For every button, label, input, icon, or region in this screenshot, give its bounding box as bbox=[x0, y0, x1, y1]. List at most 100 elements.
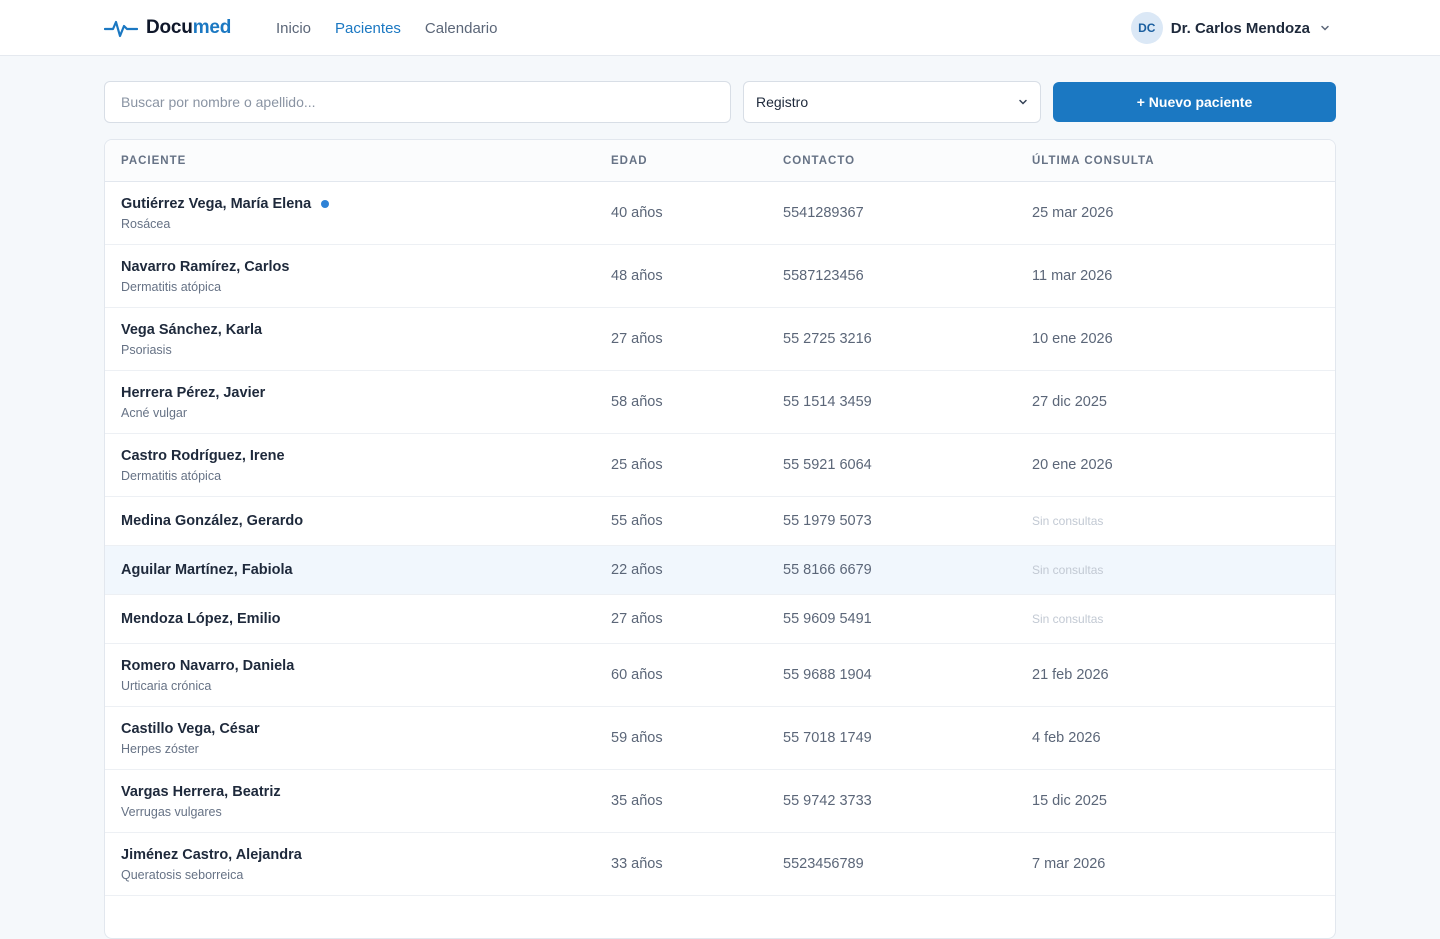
patient-cell: Mendoza López, Emilio bbox=[105, 611, 595, 627]
patient-diagnosis: Queratosis seborreica bbox=[121, 867, 244, 882]
table-row[interactable]: Romero Navarro, Daniela Urticaria crónica… bbox=[105, 644, 1335, 707]
patient-age: 35 años bbox=[611, 793, 663, 809]
patient-contact: 55 1514 3459 bbox=[783, 394, 872, 410]
patient-name: Romero Navarro, Daniela bbox=[121, 657, 295, 674]
patient-age: 60 años bbox=[611, 667, 663, 683]
nav-item-pacientes[interactable]: Pacientes bbox=[335, 19, 401, 37]
column-header-edad[interactable]: EDAD bbox=[611, 154, 648, 167]
patient-age: 40 años bbox=[611, 205, 663, 221]
patient-name: Navarro Ramírez, Carlos bbox=[121, 258, 290, 275]
patient-contact: 55 2725 3216 bbox=[783, 331, 872, 347]
sort-select-value: Registro bbox=[756, 94, 809, 110]
patient-last-visit: Sin consultas bbox=[1032, 514, 1104, 528]
patient-name-wrap: Castillo Vega, César bbox=[121, 721, 595, 737]
patient-contact: 5587123456 bbox=[783, 268, 864, 284]
patient-name-wrap: Herrera Pérez, Javier bbox=[121, 385, 595, 401]
patient-cell: Medina González, Gerardo bbox=[105, 513, 595, 529]
patient-name-wrap: Vega Sánchez, Karla bbox=[121, 322, 595, 338]
patient-last-visit: 7 mar 2026 bbox=[1032, 856, 1106, 872]
patient-cell: Navarro Ramírez, Carlos Dermatitis atópic… bbox=[105, 259, 595, 294]
patient-last-visit: 4 feb 2026 bbox=[1032, 730, 1101, 746]
table-row[interactable]: Vargas Herrera, Beatriz Verrugas vulgares… bbox=[105, 770, 1335, 833]
patient-last-visit: 27 dic 2025 bbox=[1032, 394, 1107, 410]
table-row[interactable]: Vega Sánchez, Karla Psoriasis 27 años 55 27… bbox=[105, 308, 1335, 371]
patient-diagnosis: Psoriasis bbox=[121, 342, 172, 357]
user-name: Dr. Carlos Mendoza bbox=[1170, 19, 1310, 37]
patient-name: Gutiérrez Vega, María Elena bbox=[121, 195, 312, 212]
chevron-down-icon bbox=[1019, 99, 1027, 105]
patient-last-visit: 10 ene 2026 bbox=[1032, 331, 1113, 347]
brand-name: Documed bbox=[146, 17, 232, 38]
patient-name: Jiménez Castro, Alejandra bbox=[121, 846, 302, 863]
patient-cell: Castillo Vega, César Herpes zóster bbox=[105, 721, 595, 756]
patient-contact: 5523456789 bbox=[783, 856, 864, 872]
sort-select[interactable]: Registro bbox=[743, 81, 1041, 123]
table-row[interactable]: Mendoza López, Emilio 27 años 55 9609 5491… bbox=[105, 595, 1335, 644]
patient-cell: Vargas Herrera, Beatriz Verrugas vulgares bbox=[105, 784, 595, 819]
patient-contact: 55 8166 6679 bbox=[783, 562, 872, 578]
patient-diagnosis: Herpes zóster bbox=[121, 741, 199, 756]
patient-age: 25 años bbox=[611, 457, 663, 473]
patient-last-visit: 11 mar 2026 bbox=[1032, 268, 1113, 284]
patient-name-wrap: Aguilar Martínez, Fabiola bbox=[121, 562, 595, 578]
nav-item-calendario[interactable]: Calendario bbox=[424, 19, 498, 37]
patient-age: 22 años bbox=[611, 562, 663, 578]
patient-contact: 55 1979 5073 bbox=[783, 513, 872, 529]
patient-name-wrap: Medina González, Gerardo bbox=[121, 513, 595, 529]
chevron-down-icon bbox=[1321, 25, 1329, 31]
patient-diagnosis: Acné vulgar bbox=[121, 405, 188, 420]
patient-last-visit: 15 dic 2025 bbox=[1032, 793, 1107, 809]
new-patient-button[interactable]: + Nuevo paciente bbox=[1053, 82, 1336, 122]
table-row[interactable]: Castro Rodríguez, Irene Dermatitis atópic… bbox=[105, 434, 1335, 497]
table-row[interactable]: Jiménez Castro, Alejandra Queratosis sebo… bbox=[105, 833, 1335, 896]
table-header: PACIENTE EDAD CONTACTO ÚLTIMA CONSULTA bbox=[105, 140, 1335, 182]
patient-name: Castro Rodríguez, Irene bbox=[121, 447, 285, 464]
patient-contact: 55 9609 5491 bbox=[783, 611, 872, 627]
table-row[interactable]: Aguilar Martínez, Fabiola 22 años 55 8166 … bbox=[105, 546, 1335, 595]
patient-diagnosis: Urticaria crónica bbox=[121, 678, 212, 693]
patient-age: 59 años bbox=[611, 730, 663, 746]
brand-logo[interactable]: Documed bbox=[104, 15, 231, 41]
patient-name-wrap: Jiménez Castro, Alejandra bbox=[121, 847, 595, 863]
patient-last-visit: Sin consultas bbox=[1032, 563, 1104, 577]
patient-name: Vargas Herrera, Beatriz bbox=[121, 783, 281, 800]
column-header-ultima-consulta[interactable]: ÚLTIMA CONSULTA bbox=[1032, 154, 1155, 167]
main-nav: Inicio Pacientes Calendario bbox=[276, 0, 521, 56]
patient-name-wrap: Mendoza López, Emilio bbox=[121, 611, 595, 627]
patient-contact: 55 9688 1904 bbox=[783, 667, 872, 683]
patient-diagnosis: Dermatitis atópica bbox=[121, 468, 222, 483]
patient-name: Aguilar Martínez, Fabiola bbox=[121, 562, 293, 578]
patient-diagnosis: Verrugas vulgares bbox=[121, 804, 222, 819]
patient-cell: Vega Sánchez, Karla Psoriasis bbox=[105, 322, 595, 357]
patient-age: 55 años bbox=[611, 513, 663, 529]
nav-item-inicio[interactable]: Inicio bbox=[276, 19, 312, 37]
patient-contact: 55 9742 3733 bbox=[783, 793, 872, 809]
search-input[interactable] bbox=[104, 81, 731, 123]
patient-contact: 55 5921 6064 bbox=[783, 457, 872, 473]
patient-diagnosis: Rosácea bbox=[121, 216, 171, 231]
patient-age: 27 años bbox=[611, 611, 663, 627]
new-indicator-dot bbox=[321, 199, 330, 208]
user-menu[interactable]: DC Dr. Carlos Mendoza bbox=[1130, 12, 1330, 44]
patient-age: 48 años bbox=[611, 268, 663, 284]
patient-last-visit: 20 ene 2026 bbox=[1032, 457, 1113, 473]
patient-contact: 55 7018 1749 bbox=[783, 730, 872, 746]
table-body: Gutiérrez Vega, María Elena Rosácea 40 año… bbox=[105, 182, 1335, 896]
column-header-paciente[interactable]: PACIENTE bbox=[121, 154, 187, 167]
patient-cell: Jiménez Castro, Alejandra Queratosis sebo… bbox=[105, 847, 595, 882]
patient-last-visit: 21 feb 2026 bbox=[1032, 667, 1109, 683]
patient-name: Castillo Vega, César bbox=[121, 720, 260, 737]
patient-diagnosis: Dermatitis atópica bbox=[121, 279, 222, 294]
patient-contact: 5541289367 bbox=[783, 205, 864, 221]
table-row[interactable]: Gutiérrez Vega, María Elena Rosácea 40 año… bbox=[105, 182, 1335, 245]
table-row[interactable]: Navarro Ramírez, Carlos Dermatitis atópic… bbox=[105, 245, 1335, 308]
table-row[interactable]: Castillo Vega, César Herpes zóster 59 años… bbox=[105, 707, 1335, 770]
patient-name-wrap: Vargas Herrera, Beatriz bbox=[121, 784, 595, 800]
table-row[interactable]: Herrera Pérez, Javier Acné vulgar 58 años 5… bbox=[105, 371, 1335, 434]
patient-age: 58 años bbox=[611, 394, 663, 410]
patient-name: Herrera Pérez, Javier bbox=[121, 384, 266, 401]
column-header-contacto[interactable]: CONTACTO bbox=[783, 154, 856, 167]
patient-name: Mendoza López, Emilio bbox=[121, 611, 281, 627]
patient-age: 33 años bbox=[611, 856, 663, 872]
table-row[interactable]: Medina González, Gerardo 55 años 55 1979 5… bbox=[105, 497, 1335, 546]
